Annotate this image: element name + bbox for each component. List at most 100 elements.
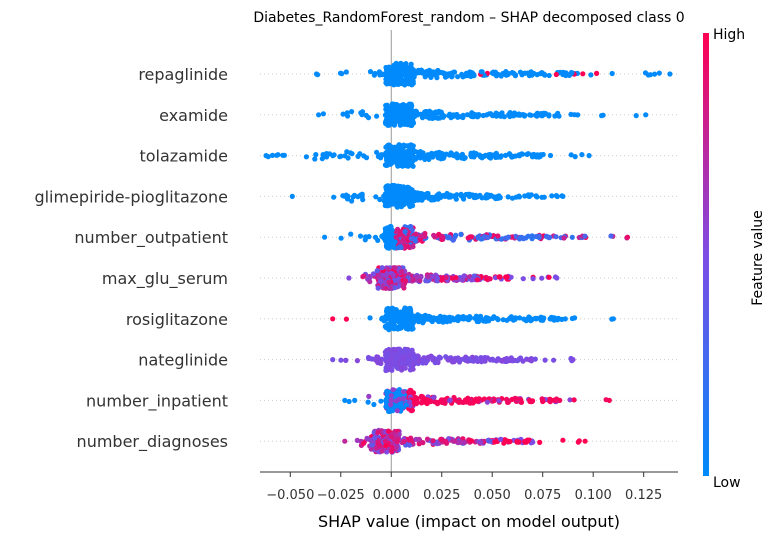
shap-point [410, 366, 416, 372]
shap-point [392, 265, 398, 271]
shap-point [448, 70, 454, 76]
shap-point [403, 278, 409, 284]
shap-point [399, 311, 406, 318]
shap-point [514, 396, 520, 402]
shap-point [401, 307, 408, 313]
feature-label: nateglinide [138, 351, 228, 370]
shap-point [556, 113, 562, 119]
shap-point [463, 397, 469, 404]
shap-point [400, 151, 406, 157]
shap-point [461, 439, 467, 445]
shap-point [374, 113, 380, 119]
shap-point [517, 235, 524, 241]
colorbar-high-label: High [713, 27, 745, 43]
shap-point [438, 156, 444, 162]
shap-point [418, 67, 424, 74]
shap-point [514, 358, 521, 364]
shap-point [412, 358, 418, 365]
shap-point [542, 111, 548, 117]
shap-point [382, 226, 388, 232]
shap-point [402, 116, 408, 122]
shap-point [500, 71, 506, 77]
shap-point [436, 194, 442, 200]
shap-point [331, 194, 337, 200]
shap-point [481, 358, 487, 364]
shap-point [408, 356, 414, 362]
shap-point [400, 283, 406, 289]
feature-label: number_outpatient [74, 228, 228, 248]
shap-point [408, 407, 414, 414]
shap-point [338, 235, 344, 241]
shap-point [397, 202, 403, 208]
shap-point [429, 274, 435, 280]
shap-point [408, 202, 415, 209]
shap-point [418, 273, 424, 279]
feature-label: rosiglitazone [126, 310, 228, 329]
shap-point [513, 194, 519, 200]
shap-point [421, 318, 427, 324]
shap-point [343, 316, 349, 322]
shap-point [466, 356, 472, 362]
shap-point [408, 61, 414, 67]
shap-point [388, 393, 394, 399]
shap-point [523, 235, 529, 241]
shap-point [551, 357, 557, 363]
shap-point [521, 113, 528, 119]
shap-point [652, 71, 658, 77]
shap-point [461, 316, 467, 322]
shap-point [449, 151, 455, 157]
shap-point [490, 113, 496, 119]
shap-point [436, 317, 442, 323]
shap-point [419, 115, 426, 121]
shap-point [532, 112, 539, 118]
shap-point [572, 315, 578, 321]
shap-point [511, 110, 518, 116]
x-tick-label: 0.050 [474, 488, 511, 503]
shap-point [397, 232, 403, 238]
shap-point [383, 314, 389, 320]
shap-point [447, 398, 453, 404]
shap-point [374, 268, 380, 274]
shap-point [379, 316, 385, 322]
shap-point [496, 398, 502, 404]
shap-point [413, 274, 420, 280]
shap-point [606, 397, 612, 403]
shap-point [382, 119, 389, 125]
shap-point [512, 72, 519, 78]
shap-point [451, 237, 457, 243]
shap-point [467, 234, 473, 240]
shap-point [386, 408, 392, 414]
shap-point [491, 71, 497, 77]
shap-point [406, 389, 412, 395]
shap-point [398, 195, 404, 201]
shap-point [396, 162, 403, 168]
shap-point [422, 230, 428, 237]
shap-point [570, 357, 576, 363]
shap-point [401, 156, 407, 162]
shap-point [391, 277, 398, 283]
shap-point [392, 68, 398, 74]
shap-point [538, 70, 544, 77]
shap-point [468, 152, 474, 158]
shap-point [555, 317, 561, 323]
shap-point [430, 154, 436, 160]
shap-point [410, 119, 416, 125]
shap-point [532, 356, 538, 362]
feature-label: number_diagnoses [77, 432, 228, 452]
feature-swarm [316, 101, 649, 128]
shap-point [530, 276, 536, 282]
shap-point [467, 191, 473, 198]
shap-point [420, 440, 426, 446]
shap-point [320, 111, 326, 117]
shap-point [536, 154, 542, 160]
shap-point [388, 193, 394, 199]
shap-point [508, 355, 514, 361]
shap-point [388, 397, 394, 403]
shap-point [426, 195, 432, 201]
shap-point [505, 194, 511, 200]
shap-point [392, 197, 399, 203]
shap-point [562, 316, 568, 322]
shap-point [396, 244, 402, 250]
shap-point [340, 111, 346, 117]
feature-swarm [342, 427, 588, 455]
